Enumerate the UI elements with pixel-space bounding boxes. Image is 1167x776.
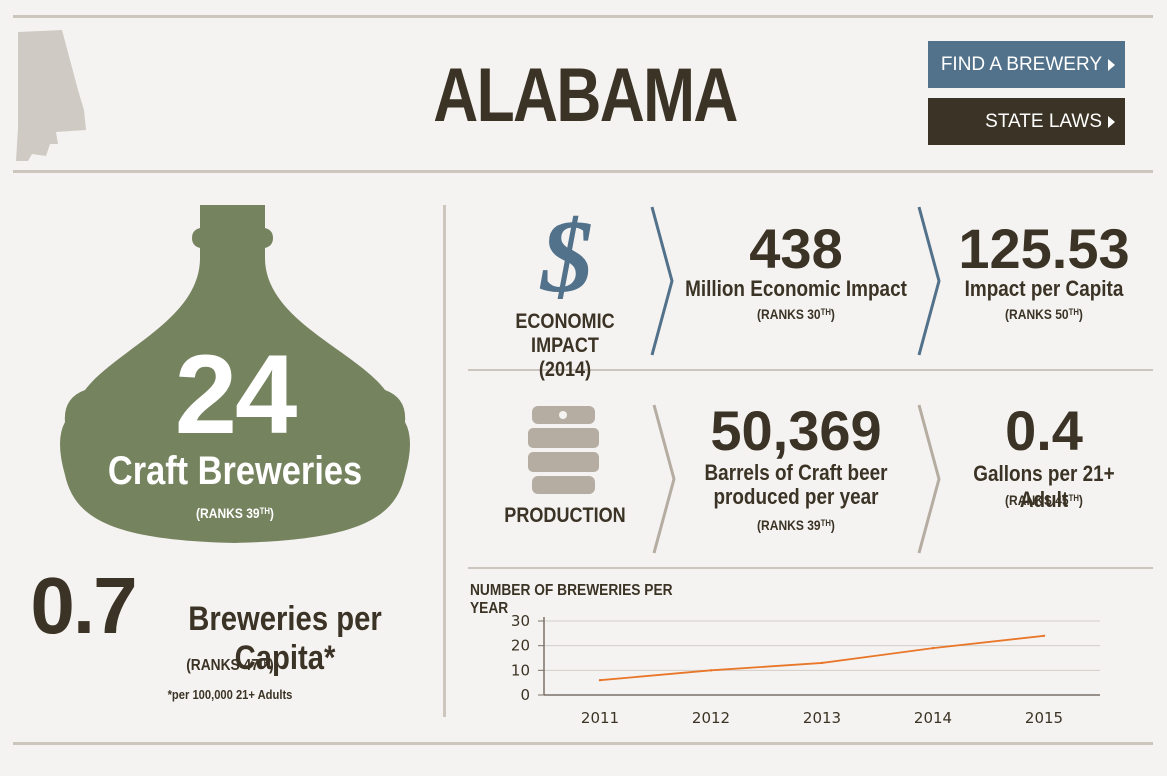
data-point	[931, 646, 935, 650]
y-tick-label: 30	[511, 612, 530, 630]
header-rule	[13, 170, 1153, 173]
data-point	[1042, 634, 1046, 637]
arrow-right-icon	[1108, 115, 1115, 128]
find-brewery-label: FIND A BREWERY	[940, 53, 1102, 75]
per-capita-footnote: *per 100,000 21+ Adults	[167, 687, 293, 702]
economic-impact-value: 438	[749, 217, 843, 280]
barrels-rank: (RANKS 39TH)	[757, 517, 835, 533]
per-capita-value: 0.7	[30, 561, 137, 650]
breweries-rank: (RANKS 39TH)	[196, 505, 274, 521]
chevron-right-icon	[650, 206, 674, 356]
alabama-state-icon	[16, 30, 86, 161]
chevron-right-icon	[917, 206, 941, 356]
gallons-value: 0.4	[1005, 399, 1083, 462]
chevron-right-icon	[917, 404, 941, 554]
barrels-value: 50,369	[710, 399, 882, 462]
economic-impact-label: Million Economic Impact	[685, 276, 907, 301]
chart-title: NUMBER OF BREWERIES PER YEAR	[470, 582, 673, 617]
x-tick-label: 2014	[914, 709, 952, 727]
y-tick-label: 0	[520, 686, 530, 704]
impact-per-capita-value: 125.53	[958, 217, 1130, 280]
state-laws-button[interactable]: STATE LAWS	[928, 98, 1125, 145]
economic-impact-title: ECONOMIC IMPACT (2014)	[515, 310, 615, 381]
keg-icon	[528, 406, 599, 494]
x-tick-label: 2011	[581, 709, 619, 727]
data-point	[820, 661, 824, 665]
economic-impact-rank: (RANKS 30TH)	[757, 306, 835, 322]
gallons-label: Gallons per 21+ Adult	[973, 461, 1115, 512]
series-line	[599, 634, 1045, 682]
arrow-right-icon	[1108, 58, 1115, 71]
y-tick-label: 10	[511, 661, 530, 679]
vertical-divider	[443, 205, 446, 717]
x-tick-label: 2015	[1025, 709, 1063, 727]
production-title: PRODUCTION	[504, 504, 626, 527]
production-divider	[468, 567, 1153, 569]
top-rule	[13, 15, 1153, 18]
gallons-rank: (RANKS 45TH)	[1005, 492, 1083, 508]
chevron-right-icon	[652, 404, 676, 554]
per-capita-rank: (RANKS 47TH)	[186, 657, 274, 674]
per-capita-label: Breweries per Capita*	[188, 600, 382, 677]
impact-per-capita-rank: (RANKS 50TH)	[1005, 306, 1083, 322]
x-tick-label: 2012	[692, 709, 730, 727]
dollar-icon: $	[539, 205, 593, 305]
x-tick-label: 2013	[803, 709, 841, 727]
impact-per-capita-label: Impact per Capita	[964, 276, 1124, 301]
y-tick-label: 20	[511, 637, 530, 655]
breweries-label: Craft Breweries	[107, 449, 363, 493]
data-point	[709, 669, 713, 672]
brew-kettle-icon	[60, 205, 410, 543]
data-point	[598, 679, 602, 682]
page-title: ALABAMA	[433, 53, 738, 138]
find-brewery-button[interactable]: FIND A BREWERY	[928, 41, 1125, 88]
breweries-per-year-chart: 0 10 20 30 2011 2012 2013 2014 2015	[511, 612, 1100, 727]
breweries-count: 24	[174, 332, 298, 457]
state-laws-label: STATE LAWS	[985, 110, 1102, 132]
economic-divider	[468, 369, 1153, 371]
svg-text:$: $	[539, 205, 593, 305]
bottom-rule	[13, 742, 1153, 745]
barrels-label: Barrels of Craft beer produced per year	[704, 460, 888, 509]
